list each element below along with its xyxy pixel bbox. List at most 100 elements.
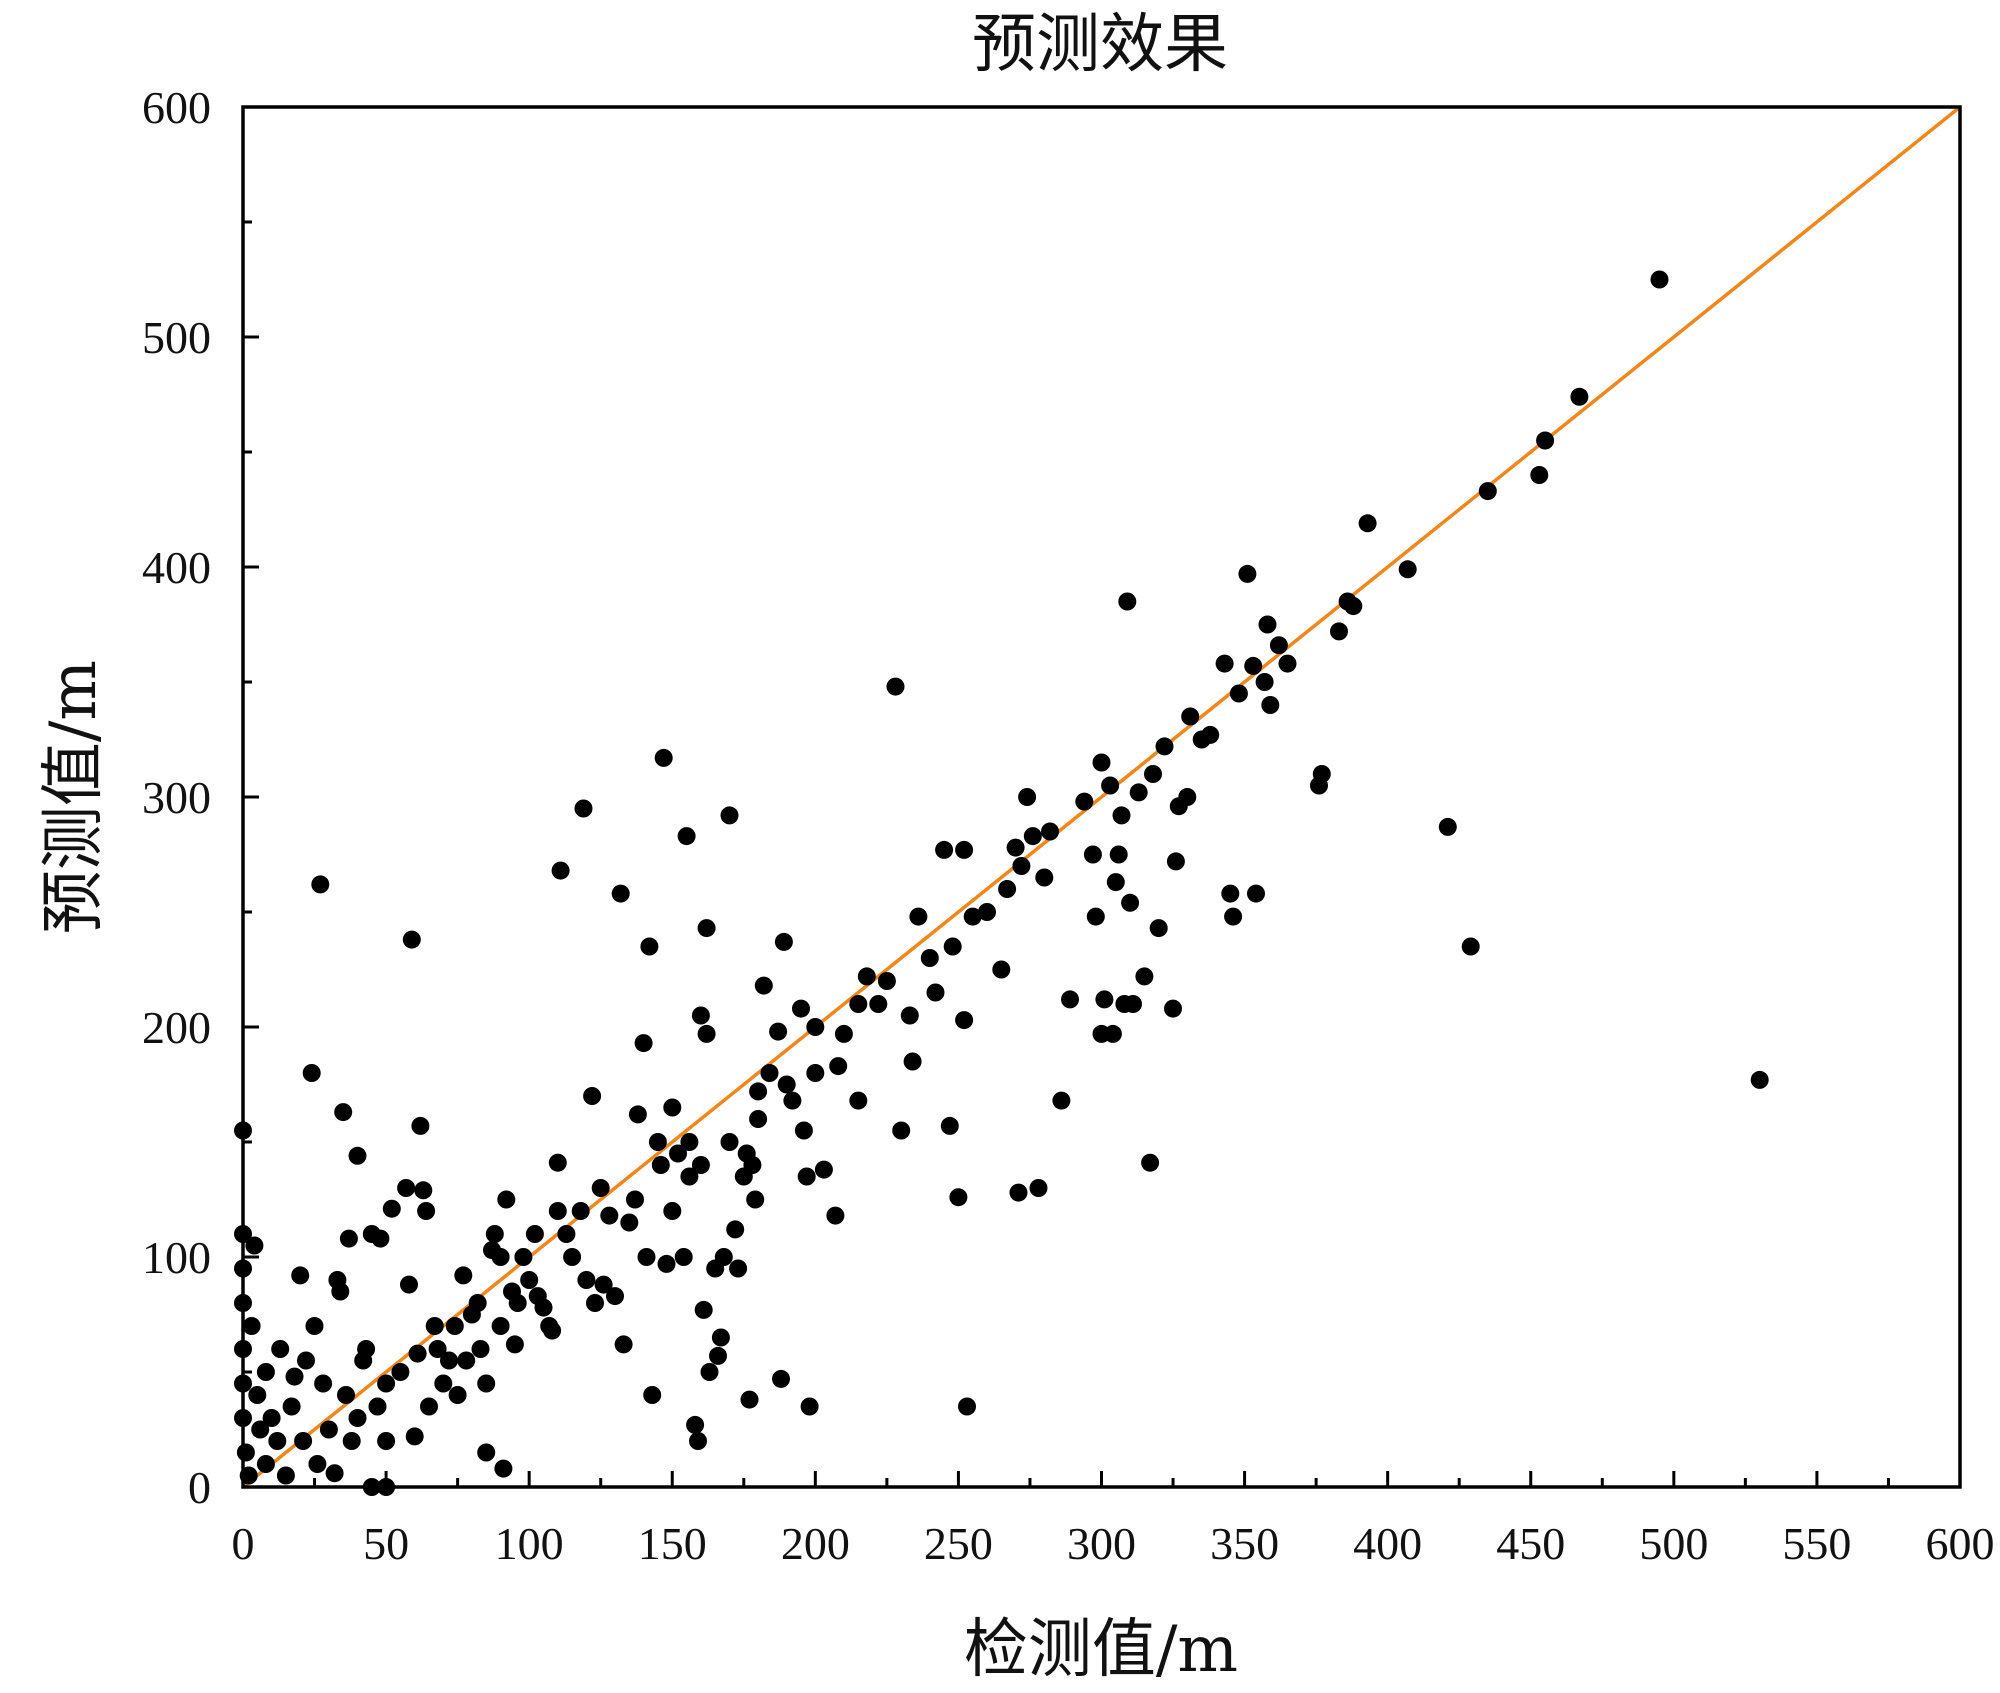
data-point bbox=[1118, 592, 1137, 611]
data-point bbox=[714, 1248, 733, 1266]
data-point bbox=[534, 1298, 553, 1317]
data-point bbox=[680, 1133, 699, 1151]
data-point bbox=[669, 1144, 687, 1163]
data-point bbox=[1255, 673, 1274, 691]
x-tick-label: 500 bbox=[1639, 1518, 1708, 1569]
x-tick-label: 300 bbox=[1067, 1518, 1136, 1569]
data-point bbox=[497, 1190, 516, 1209]
data-point bbox=[256, 1455, 275, 1473]
data-point bbox=[869, 995, 888, 1013]
y-tick-label: 200 bbox=[142, 1002, 211, 1053]
data-point bbox=[792, 999, 810, 1018]
data-point bbox=[955, 840, 974, 859]
data-point bbox=[760, 1064, 779, 1082]
data-point bbox=[382, 1199, 401, 1218]
data-point bbox=[339, 1229, 358, 1248]
data-point bbox=[543, 1321, 562, 1340]
data-point bbox=[251, 1420, 270, 1439]
data-point bbox=[935, 840, 954, 859]
data-point bbox=[302, 1064, 321, 1082]
data-point bbox=[525, 1225, 544, 1243]
data-point bbox=[1052, 1091, 1071, 1110]
data-point bbox=[1135, 967, 1154, 986]
data-point bbox=[297, 1351, 315, 1370]
data-point bbox=[1312, 765, 1331, 783]
data-point bbox=[992, 960, 1011, 979]
data-point bbox=[834, 1024, 853, 1043]
x-tick-label: 200 bbox=[781, 1518, 850, 1569]
data-point bbox=[628, 1105, 647, 1124]
data-point bbox=[963, 907, 982, 926]
data-point bbox=[1121, 893, 1140, 912]
data-point bbox=[242, 1317, 261, 1335]
data-point bbox=[777, 1075, 796, 1094]
data-point bbox=[1181, 707, 1200, 726]
data-point bbox=[1398, 560, 1417, 579]
y-tick-label: 400 bbox=[142, 542, 211, 593]
data-point bbox=[955, 1011, 974, 1030]
data-point bbox=[1086, 907, 1105, 926]
data-point bbox=[1258, 615, 1277, 634]
data-point bbox=[677, 827, 696, 846]
data-point bbox=[797, 1167, 816, 1186]
data-point bbox=[949, 1188, 968, 1207]
data-point bbox=[691, 1156, 710, 1174]
data-point bbox=[236, 1443, 255, 1462]
data-point bbox=[571, 1202, 590, 1220]
data-point bbox=[1536, 431, 1555, 450]
data-point bbox=[634, 1034, 653, 1053]
data-point bbox=[405, 1427, 424, 1446]
data-point bbox=[1750, 1070, 1769, 1089]
data-point bbox=[245, 1236, 264, 1255]
data-point bbox=[548, 1202, 567, 1220]
data-point bbox=[1238, 564, 1257, 583]
data-point bbox=[445, 1317, 464, 1335]
plot-area bbox=[234, 105, 1962, 1496]
data-point bbox=[648, 1133, 667, 1151]
data-point bbox=[491, 1317, 510, 1335]
reference-line bbox=[241, 105, 1962, 1489]
data-point bbox=[1124, 995, 1142, 1013]
data-point bbox=[663, 1202, 682, 1220]
data-point bbox=[428, 1340, 447, 1358]
data-point bbox=[849, 995, 868, 1013]
y-axis-label: 预测值/m bbox=[37, 660, 111, 934]
data-point bbox=[1164, 999, 1182, 1018]
data-point bbox=[998, 880, 1017, 898]
data-point bbox=[1570, 387, 1589, 406]
data-point bbox=[900, 1006, 919, 1025]
data-point bbox=[471, 1340, 490, 1358]
data-point bbox=[1229, 684, 1248, 703]
data-point bbox=[694, 1300, 713, 1319]
data-point bbox=[291, 1266, 310, 1285]
data-point bbox=[457, 1351, 476, 1370]
data-point bbox=[408, 1344, 427, 1363]
data-point bbox=[774, 932, 793, 951]
data-point bbox=[1149, 919, 1168, 938]
data-point bbox=[248, 1386, 267, 1404]
data-point bbox=[651, 1156, 670, 1174]
data-point bbox=[1129, 783, 1148, 802]
y-tick-label: 0 bbox=[188, 1462, 211, 1513]
data-point bbox=[485, 1225, 504, 1243]
data-point bbox=[643, 1386, 662, 1404]
data-point bbox=[1029, 1179, 1048, 1197]
data-point bbox=[877, 972, 896, 990]
data-point bbox=[637, 1248, 656, 1266]
data-point bbox=[909, 907, 928, 926]
data-point bbox=[402, 930, 421, 949]
data-point bbox=[806, 1064, 825, 1082]
data-point bbox=[434, 1374, 453, 1393]
data-point bbox=[508, 1294, 527, 1312]
data-point bbox=[800, 1397, 819, 1416]
data-point bbox=[726, 1220, 745, 1239]
data-point bbox=[697, 1024, 716, 1043]
data-point bbox=[319, 1420, 338, 1439]
data-point bbox=[1018, 788, 1037, 806]
data-point bbox=[1012, 857, 1031, 875]
data-point bbox=[697, 919, 716, 938]
data-point bbox=[720, 1133, 739, 1151]
data-point bbox=[940, 1116, 959, 1135]
data-point bbox=[1178, 788, 1197, 806]
data-point bbox=[1112, 806, 1131, 825]
